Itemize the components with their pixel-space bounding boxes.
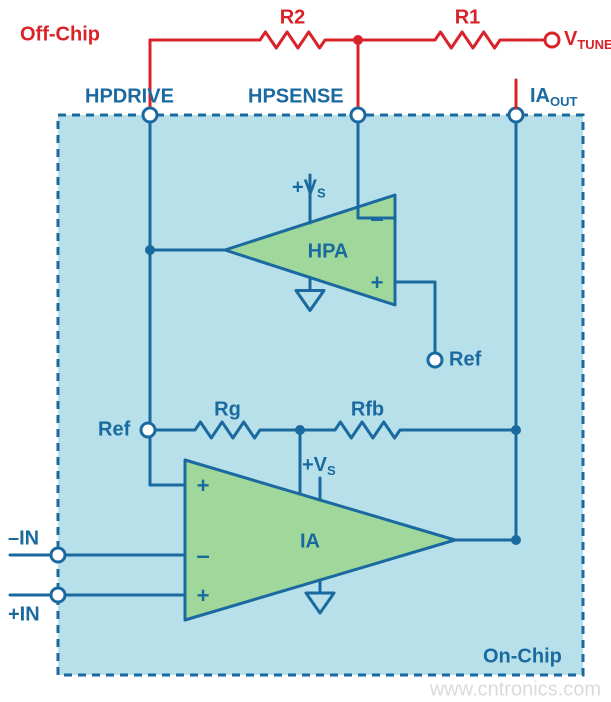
label-rg: Rg [214,398,241,420]
ref-ia-terminal [141,423,155,437]
node-hpsense-top [353,35,363,45]
label-off-chip: Off-Chip [20,23,100,45]
label-hpdrive: HPDRIVE [85,85,174,107]
ia-minus-label: – [196,542,209,569]
node-out-rfb [511,425,521,435]
ia-plus-bot-label: + [197,583,210,608]
hpa-name: HPA [308,240,349,262]
hpsense-pad [351,108,365,122]
iaout-pad [509,108,523,122]
label-neg-in: –IN [8,527,39,549]
label-ref-ia: Ref [98,418,131,440]
node-fb [295,425,305,435]
label-on-chip: On-Chip [483,645,562,667]
ref-hpa-terminal [428,353,442,367]
vtune-terminal [545,33,559,47]
pos-in-pad [51,588,65,602]
label-ref-hpa: Ref [449,348,482,370]
label-r2: R2 [280,6,306,28]
ia-name: IA [300,530,320,552]
label-r1: R1 [455,6,481,28]
label-hpsense: HPSENSE [248,85,344,107]
node-hpdrive-int [145,245,155,255]
hpdrive-pad [143,108,157,122]
watermark: www.cntronics.com [429,678,601,700]
label-rfb: Rfb [351,398,384,420]
hpa-plus-label: + [371,270,384,295]
ia-plus-top-label: + [197,473,210,498]
node-out-ia [511,535,521,545]
label-pos-in: +IN [8,603,40,625]
neg-in-pad [51,548,65,562]
